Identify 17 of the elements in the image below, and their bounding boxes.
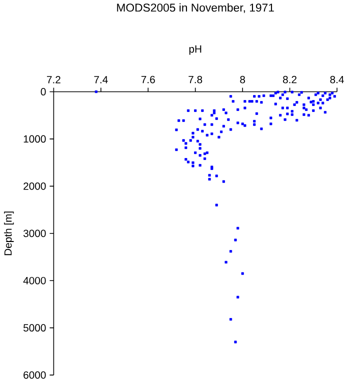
y-tick-label: 0 (40, 88, 46, 96)
y-tick-label: 1000 (24, 135, 46, 143)
x-tick-label: 7.6 (141, 76, 155, 84)
y-tick-label: 5000 (24, 324, 46, 332)
x-tick-label: 7.8 (188, 76, 202, 84)
x-tick-label: 8 (240, 76, 246, 84)
y-tick-label: 2000 (24, 182, 46, 190)
x-axis-title: pH (189, 45, 202, 55)
x-tick-label: 7.2 (47, 76, 60, 84)
x-tick-label: 7.4 (94, 76, 108, 84)
y-tick-label: 6000 (24, 371, 46, 379)
x-tick-label: 8.2 (283, 76, 297, 84)
chart-title: MODS2005 in November, 1971 (117, 3, 274, 14)
y-tick-label: 4000 (23, 276, 46, 284)
y-axis-title: Depth [m] (4, 212, 14, 256)
x-tick-label: 8.4 (330, 76, 344, 84)
y-tick-label: 3000 (23, 230, 46, 238)
